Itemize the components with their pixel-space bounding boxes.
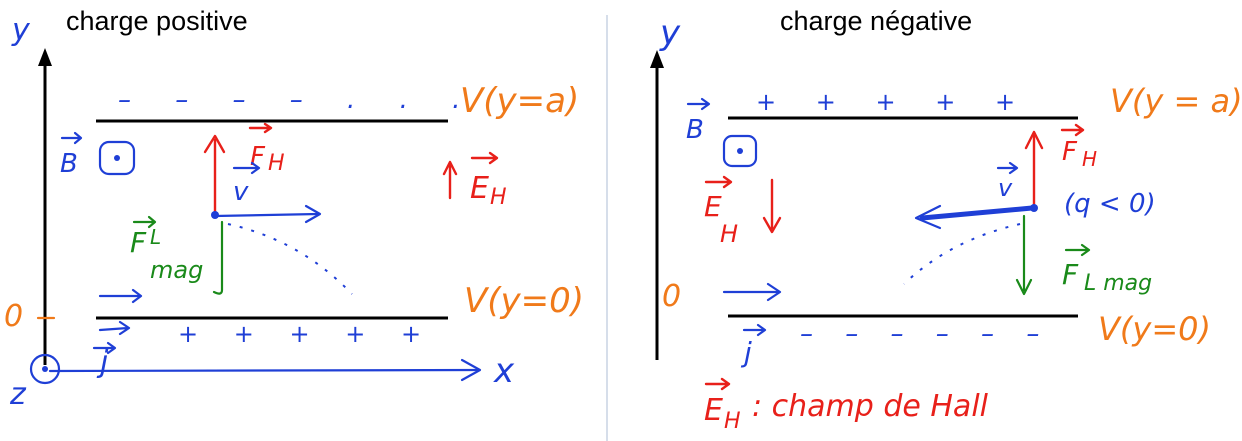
right-bottom-charges: – – – – – –: [800, 319, 1051, 349]
left-y-axis-arrowhead: [38, 48, 52, 66]
right-v-vector-arrow: [996, 161, 1019, 175]
right-caption-text: : champ de Hall: [752, 389, 989, 424]
right-y-axis-arrowhead: [650, 50, 664, 68]
left-B-label: B: [60, 149, 78, 179]
left-v-label: v: [233, 177, 249, 207]
left-FL-arrow: [212, 220, 224, 295]
right-j-label: j: [740, 336, 752, 369]
right-y-axis-label: y: [659, 13, 681, 53]
left-bottom-charges: + + + + +: [178, 320, 435, 348]
left-z-axis-symbol: [29, 353, 61, 385]
left-B-dot-icon: [114, 155, 120, 161]
right-B-vector-arrow: [686, 97, 711, 111]
left-trajectory: [227, 223, 353, 295]
left-current-arrow: [98, 288, 143, 304]
left-x-axis: [48, 368, 480, 373]
left-j-arrow: [98, 320, 131, 336]
right-title: charge négative: [780, 6, 972, 36]
right-v-label: v: [998, 174, 1013, 202]
left-title: charge positive: [66, 6, 248, 36]
left-FH-arrowhead: [203, 134, 226, 154]
right-caption-vector-arrow: [704, 377, 731, 391]
right-B-out-of-page-symbol: [722, 134, 758, 168]
left-FL-label: F: [130, 226, 147, 259]
left-V-bottom: V(y=0): [464, 281, 584, 321]
right-FH-vector-arrow: [1060, 123, 1085, 137]
left-FL-subsub: mag: [150, 256, 203, 284]
right-FH-arrowhead: [1024, 130, 1044, 150]
left-FH-vector-arrow: [248, 122, 273, 134]
right-q-note: (q < 0): [1064, 189, 1156, 219]
left-x-axis-label: x: [493, 351, 515, 391]
left-velocity-arrowhead: [304, 204, 322, 224]
right-caption-E: E: [704, 393, 723, 428]
right-panel: charge négative y 0 + + + + + – – – – – …: [650, 6, 1242, 434]
left-z-axis-dot-icon: [42, 366, 48, 372]
left-origin-label: 0: [4, 299, 23, 334]
right-velocity-arrowhead: [914, 204, 942, 230]
right-V-bottom: V(y=0): [1098, 310, 1211, 348]
left-v-vector-arrow: [232, 161, 261, 175]
left-j-vector-arrow: [92, 341, 117, 355]
left-V-top: V(y=a): [460, 81, 579, 121]
right-trajectory: [903, 223, 1021, 285]
right-FL-vector-arrow: [1064, 243, 1091, 257]
right-origin-label: 0: [662, 279, 681, 314]
left-FL-sub: L: [150, 225, 161, 249]
right-velocity-arrow: [919, 205, 1035, 221]
left-charge-particle: [211, 211, 219, 219]
left-top-charges: – – – – . . .: [118, 85, 478, 115]
left-EH-label: E: [470, 171, 489, 206]
right-FL-arrow: [1015, 214, 1033, 296]
left-x-axis-arrowhead: [460, 358, 482, 382]
left-EH-vector-arrow: [470, 151, 499, 165]
right-caption-sub: H: [724, 409, 741, 434]
right-charge-particle: [1030, 204, 1038, 212]
left-B-out-of-page-symbol: [98, 140, 136, 176]
right-V-top: V(y = a): [1110, 82, 1242, 120]
right-EH-vector-arrow: [704, 175, 733, 189]
left-B-vector-arrow: [60, 131, 83, 145]
left-panel: charge positive y 0 – – – – . . . + + + …: [4, 6, 584, 412]
left-FH-sub: H: [268, 151, 285, 176]
left-j-label: j: [96, 345, 109, 380]
right-FH-sub: H: [1082, 147, 1097, 171]
left-y-axis-label: y: [11, 13, 31, 48]
right-j-vector-arrow: [742, 323, 767, 337]
right-B-dot-icon: [737, 148, 743, 154]
right-FH-label: F: [1062, 137, 1078, 167]
left-EH-arrow: [442, 160, 458, 200]
left-FL-vector-arrow: [132, 215, 157, 229]
left-z-axis-label: z: [9, 377, 27, 412]
right-EH-arrow: [762, 178, 782, 234]
right-top-charges: + + + + +: [756, 88, 1031, 116]
left-EH-sub: H: [490, 185, 507, 210]
left-velocity-arrow: [213, 212, 320, 218]
right-EH-label: E: [704, 190, 722, 223]
right-EH-sub: H: [720, 220, 738, 248]
right-current-arrow: [722, 282, 782, 302]
right-B-label: B: [686, 115, 704, 145]
right-FL-sub: L mag: [1084, 271, 1152, 296]
right-FL-label: F: [1062, 258, 1079, 291]
